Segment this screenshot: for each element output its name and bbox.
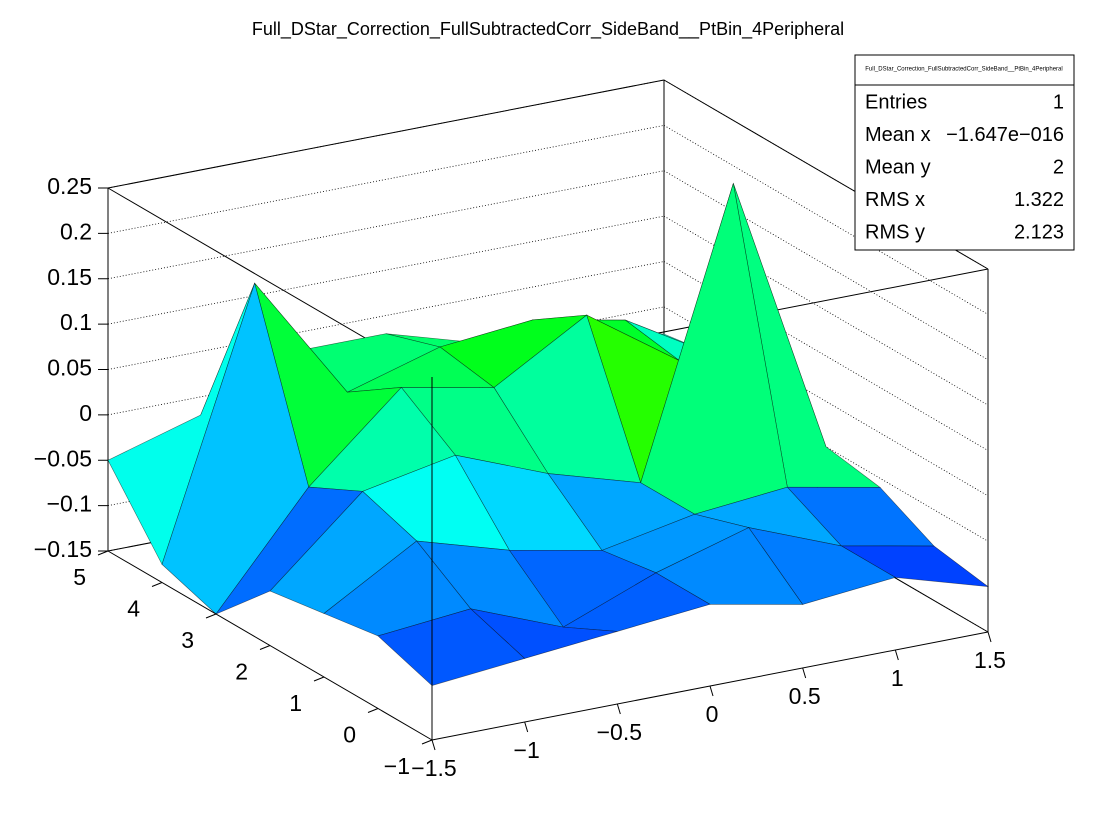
y-tick-label: 3	[181, 627, 194, 653]
x-tick-mark	[987, 631, 992, 643]
stats-frame	[854, 54, 1075, 251]
y-tick-mark	[205, 613, 217, 619]
z-tick-label: −0.15	[34, 536, 92, 562]
x-tick-label: 0.5	[789, 683, 821, 709]
x-tick-mark	[616, 703, 621, 715]
grid-line	[107, 170, 665, 280]
grid-line	[107, 124, 665, 234]
stats-label: RMS x	[865, 189, 925, 211]
grid-line	[663, 442, 989, 633]
stats-value: 1	[1053, 91, 1064, 113]
stats-label: Mean y	[865, 156, 931, 178]
x-tick-label: 1.5	[974, 647, 1006, 673]
y-tick-label: −1	[384, 753, 410, 779]
stats-value: 1.322	[1014, 189, 1064, 211]
z-tick-label: −0.05	[34, 445, 92, 471]
z-tick-label: −0.1	[47, 491, 92, 517]
y-tick-mark	[259, 645, 271, 650]
x-tick-label: −0.5	[597, 719, 642, 745]
z-tick-label: 0.15	[47, 264, 92, 290]
x-tick-mark	[524, 721, 529, 733]
y-tick-label: 1	[289, 690, 302, 716]
stats-value: −1.647e−016	[946, 124, 1064, 146]
surface	[107, 182, 990, 686]
grid-line	[663, 215, 989, 406]
z-tick-label: 0.05	[47, 355, 92, 381]
y-tick-mark	[97, 550, 109, 556]
x-tick-mark	[894, 649, 899, 661]
chart-title: Full_DStar_Correction_FullSubtractedCorr…	[252, 19, 844, 40]
grid-line	[663, 261, 989, 451]
x-tick-label: −1.5	[411, 755, 456, 781]
grid-line	[663, 125, 989, 315]
x-tick-label: 0	[706, 701, 719, 727]
z-tick-label: 0.1	[60, 309, 92, 335]
z-tick-label: 0.2	[60, 218, 92, 244]
stats-value: 2.123	[1014, 221, 1064, 243]
grid-line	[663, 170, 989, 361]
surface-cell	[377, 608, 526, 686]
z-tick-label: 0	[79, 400, 92, 426]
y-tick-mark	[421, 739, 433, 745]
stats-value: 2	[1053, 156, 1064, 178]
grid-line	[107, 79, 665, 189]
y-tick-mark	[367, 708, 379, 713]
stats-label: RMS y	[865, 221, 925, 243]
stats-title: Full_DStar_Correction_FullSubtractedCorr…	[865, 67, 1062, 73]
x-tick-mark	[431, 739, 436, 751]
grid-line	[107, 215, 665, 325]
stats-label: Entries	[865, 91, 927, 113]
grid-line	[107, 261, 665, 370]
y-tick-label: 0	[343, 722, 356, 748]
stats-box: Full_DStar_Correction_FullSubtractedCorr…	[854, 54, 1075, 251]
grid-line	[663, 306, 989, 497]
y-tick-mark	[151, 582, 163, 587]
grid-line	[663, 351, 989, 542]
x-tick-label: −1	[514, 737, 540, 763]
x-tick-mark	[802, 667, 807, 679]
y-tick-label: 5	[73, 564, 86, 590]
y-tick-mark	[313, 676, 325, 682]
x-tick-mark	[709, 685, 714, 697]
stats-label: Mean x	[865, 124, 931, 146]
x-tick-label: 1	[891, 665, 904, 691]
z-tick-label: 0.25	[47, 173, 92, 199]
axes: −0.15 −0.1 −0.05 0 0.05 0.1 0.15 0.2 0.25	[34, 79, 989, 633]
y-tick-label: 2	[235, 659, 248, 685]
y-tick-label: 4	[127, 596, 140, 622]
